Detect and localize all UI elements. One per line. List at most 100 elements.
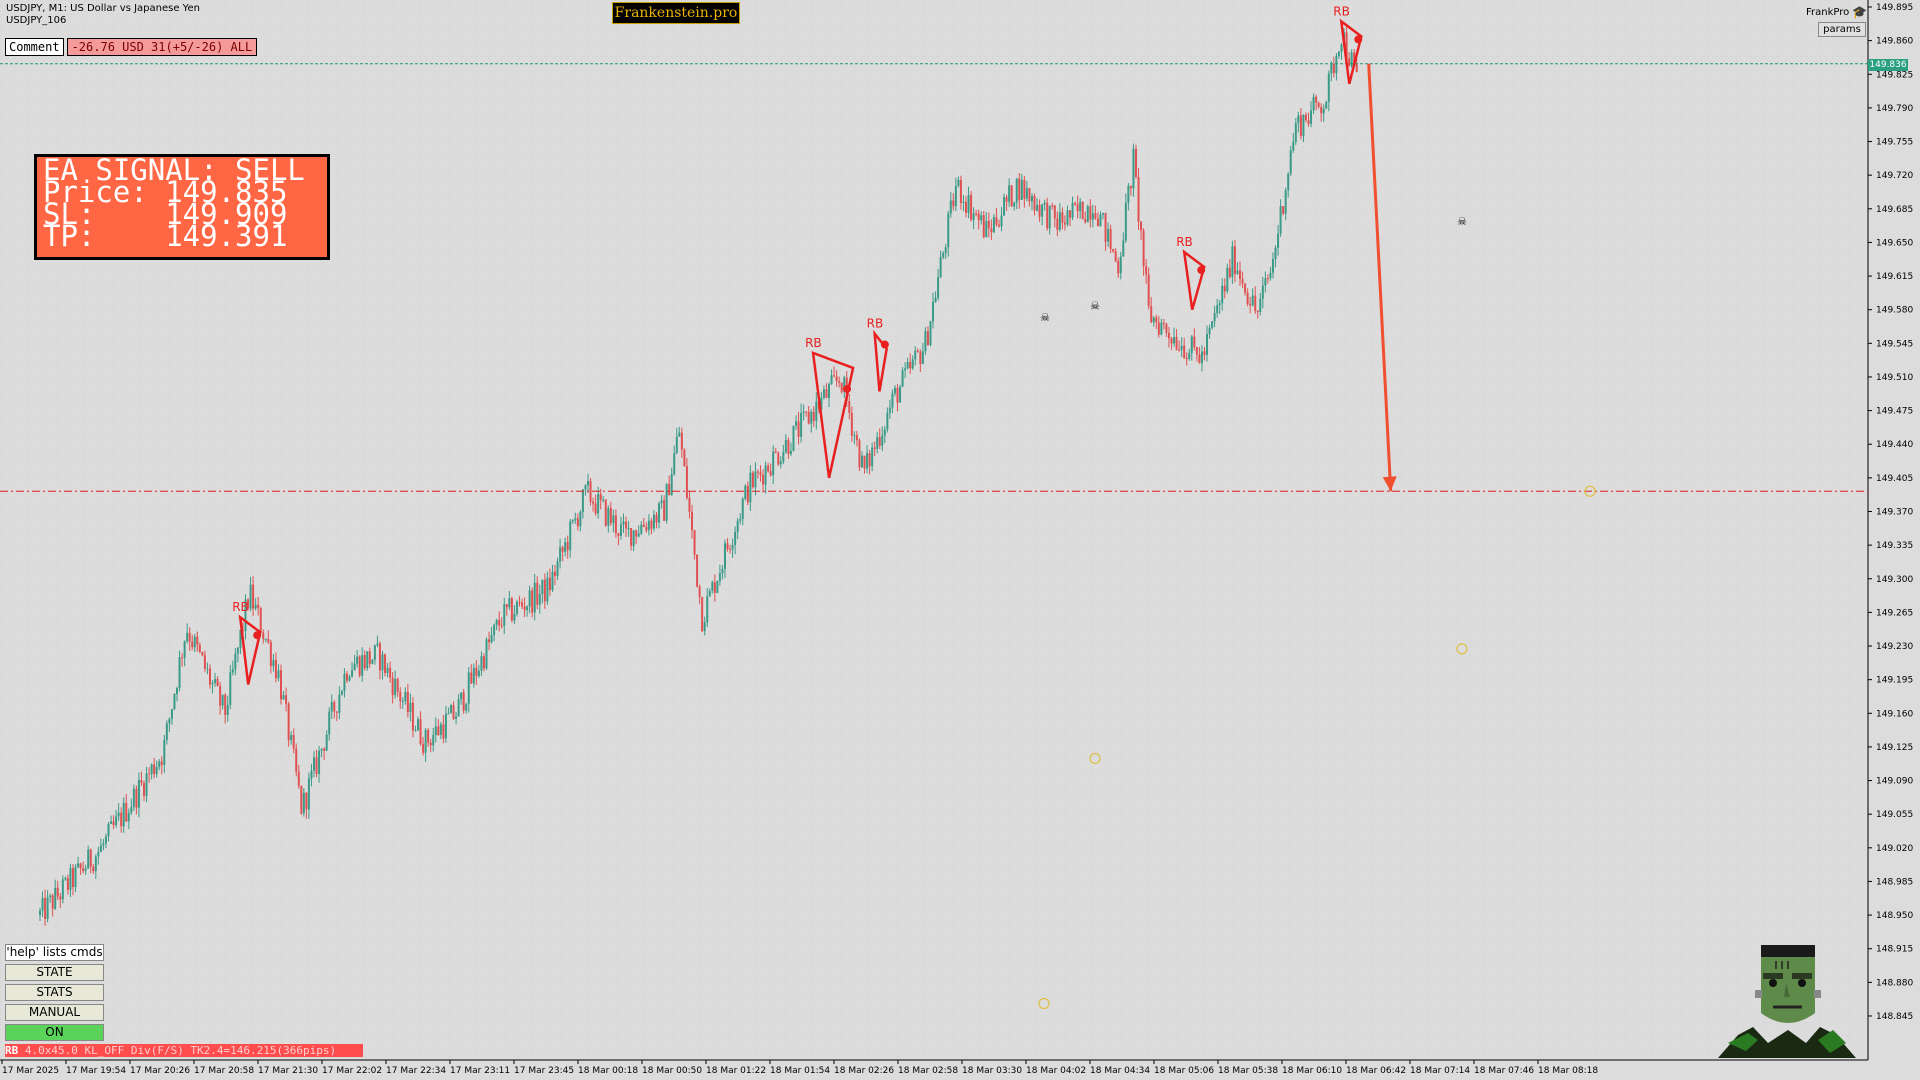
- candle-body: [1213, 312, 1216, 322]
- candle-body: [1249, 303, 1252, 306]
- marker-circle: [1456, 643, 1468, 655]
- candle-body: [685, 466, 688, 498]
- candle-body: [698, 586, 701, 598]
- candle-body: [617, 533, 620, 536]
- candle-body: [574, 518, 577, 520]
- brand-logo[interactable]: Frankenstein.pro: [612, 2, 740, 24]
- manual-button[interactable]: MANUAL: [5, 1004, 104, 1021]
- candle-body: [787, 439, 790, 454]
- rb-label: RB: [867, 317, 884, 331]
- candle-body: [442, 724, 445, 739]
- rb-pattern: [873, 329, 889, 392]
- candle-body: [394, 678, 397, 696]
- candle-body: [368, 651, 371, 664]
- x-tick-label: 18 Mar 05:06: [1154, 1066, 1214, 1076]
- candle-body: [627, 528, 630, 530]
- status-tag: RB: [5, 1044, 19, 1057]
- candle-body: [1094, 213, 1097, 219]
- candle-body: [1195, 347, 1198, 355]
- candle-body: [153, 764, 156, 775]
- candle-body: [84, 868, 87, 871]
- candle-body: [1081, 201, 1084, 220]
- on-toggle-button[interactable]: ON: [5, 1024, 104, 1041]
- candle-body: [1005, 197, 1008, 202]
- candle-body: [1074, 203, 1077, 205]
- candle-body: [333, 702, 336, 712]
- candle-body: [924, 331, 927, 352]
- candle-body: [1140, 221, 1143, 231]
- candle-body: [1178, 349, 1181, 351]
- comment-bar: Comment -26.76 USD 31(+5/-26) ALL: [5, 38, 258, 56]
- candle-body: [447, 713, 450, 715]
- candle-body: [541, 579, 544, 595]
- candle-body: [1020, 179, 1023, 200]
- candle-body: [1117, 261, 1120, 274]
- candle-body: [952, 200, 955, 207]
- candle-body: [635, 530, 638, 537]
- skull-icon: ☠: [1457, 215, 1467, 228]
- candle-body: [523, 606, 526, 611]
- stats-button[interactable]: STATS: [5, 984, 104, 1001]
- x-tick-label: 18 Mar 03:30: [962, 1066, 1022, 1076]
- candle-body: [632, 530, 635, 546]
- candle-body: [99, 845, 102, 852]
- candle-body: [495, 619, 498, 625]
- candle-body: [838, 381, 841, 383]
- candle-body: [267, 638, 270, 643]
- candle-body: [746, 485, 749, 503]
- y-tick-label: 149.685: [1876, 205, 1913, 215]
- sell-arrow-line: [1367, 63, 1393, 492]
- candle-body: [602, 499, 605, 501]
- candle-body: [1003, 197, 1006, 216]
- candle-body: [1312, 96, 1315, 111]
- candle-body: [820, 397, 823, 410]
- candle-body: [833, 375, 836, 377]
- ea-name-label: FrankPro: [1806, 7, 1850, 18]
- candle-body: [749, 472, 752, 503]
- candle-body: [1216, 305, 1219, 313]
- candle-body: [475, 667, 478, 677]
- x-tick-label: 18 Mar 06:10: [1282, 1066, 1342, 1076]
- candle-body: [858, 440, 861, 468]
- candle-body: [472, 667, 475, 684]
- y-tick-label: 149.895: [1876, 3, 1913, 13]
- candle-body: [1107, 229, 1110, 242]
- candle-body: [805, 411, 808, 413]
- y-tick-label: 148.950: [1876, 911, 1913, 921]
- candle-body: [538, 594, 541, 605]
- candle-body: [328, 711, 331, 735]
- rb-marker: [1354, 35, 1363, 44]
- candle-body: [997, 224, 1000, 227]
- candle-body: [59, 896, 62, 900]
- y-tick-label: 149.090: [1876, 777, 1913, 787]
- candle-body: [71, 868, 74, 887]
- candle-body: [406, 691, 409, 713]
- candle-body: [944, 247, 947, 254]
- candle-body: [120, 812, 123, 827]
- candle-body: [1231, 246, 1234, 277]
- candle-body: [1299, 115, 1302, 136]
- y-tick-label: 148.915: [1876, 945, 1913, 955]
- candle-body: [647, 520, 650, 531]
- candle-body: [1282, 206, 1285, 214]
- candle-body: [373, 645, 376, 660]
- params-button[interactable]: params: [1818, 22, 1866, 37]
- candle-body: [191, 641, 194, 648]
- candle-body: [1274, 247, 1277, 260]
- candle-body: [1170, 338, 1173, 344]
- candle-body: [916, 350, 919, 352]
- candle-body: [1150, 306, 1153, 323]
- y-tick-label: 149.825: [1876, 70, 1913, 80]
- candle-body: [876, 437, 879, 449]
- help-input[interactable]: 'help' lists cmds: [5, 944, 104, 961]
- candle-body: [919, 351, 922, 364]
- y-tick-label: 149.230: [1876, 642, 1913, 652]
- state-button[interactable]: STATE: [5, 964, 104, 981]
- candle-body: [290, 735, 293, 741]
- candle-body: [533, 582, 536, 613]
- rb-pattern: [1182, 249, 1206, 311]
- account-label: USDJPY_106: [6, 15, 67, 26]
- candle-body: [1193, 336, 1196, 348]
- y-tick-label: 149.580: [1876, 306, 1913, 316]
- candle-body: [1028, 188, 1031, 202]
